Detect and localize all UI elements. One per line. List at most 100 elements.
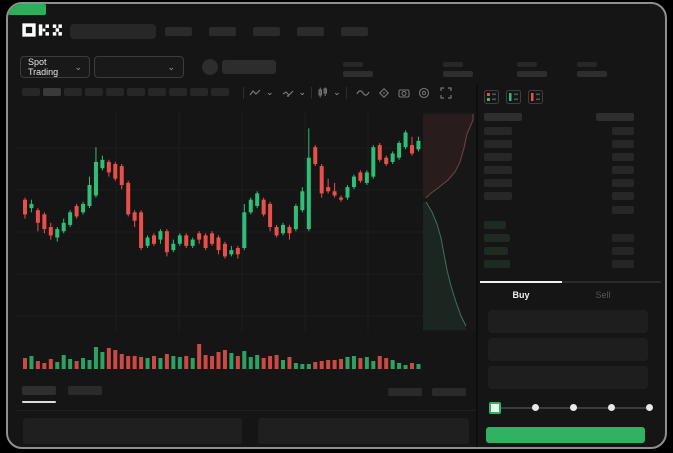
- bid-row-skeleton[interactable]: [612, 234, 634, 242]
- stat-value-skeleton: [517, 71, 547, 77]
- total-input-skeleton[interactable]: [488, 366, 648, 389]
- chart-tools: ⌄ ⌄ ⌄: [238, 86, 458, 99]
- ask-row-skeleton[interactable]: [484, 140, 512, 148]
- bottom-tab-underline: [22, 401, 56, 403]
- ask-row-skeleton[interactable]: [612, 140, 634, 148]
- timeframe-pill[interactable]: [211, 88, 229, 96]
- market-type-label: Spot Trading: [28, 57, 59, 77]
- divider: [311, 86, 313, 99]
- book-asks-only-icon[interactable]: [528, 90, 543, 104]
- orders-table-skeleton: [23, 418, 242, 444]
- search-input[interactable]: [70, 24, 156, 39]
- chevron-down-icon: ⌄: [74, 61, 82, 72]
- divider: [15, 410, 477, 411]
- ask-row-skeleton[interactable]: [484, 166, 512, 174]
- stat-value-skeleton: [443, 71, 473, 77]
- app-window: Spot Trading ⌄ ⌄ ⌄ ⌄ ⌄: [6, 2, 667, 449]
- stat-label-skeleton: [443, 62, 463, 67]
- ask-row-skeleton[interactable]: [612, 206, 634, 214]
- nav-item-skeleton[interactable]: [297, 27, 324, 36]
- timeframe-pill[interactable]: [169, 88, 187, 96]
- bottom-tab-active[interactable]: [22, 386, 56, 395]
- book-bids-only-icon[interactable]: [506, 90, 521, 104]
- slider-stops: [489, 402, 653, 414]
- order-book-view-toggles: [484, 90, 543, 104]
- orders-table-skeleton: [258, 418, 469, 444]
- slider-stop[interactable]: [489, 402, 501, 414]
- top-nav: [165, 27, 368, 36]
- camera-icon[interactable]: [398, 87, 410, 98]
- buy-cta-button[interactable]: [486, 427, 645, 443]
- nav-item-skeleton[interactable]: [209, 27, 236, 36]
- timeframe-pill[interactable]: [64, 88, 82, 96]
- clock-icon[interactable]: [418, 87, 430, 99]
- ask-row-skeleton[interactable]: [612, 166, 634, 174]
- nav-item-skeleton[interactable]: [165, 27, 192, 36]
- timeframe-pill[interactable]: [22, 88, 40, 96]
- bid-row-skeleton[interactable]: [484, 234, 510, 242]
- slider-stop[interactable]: [608, 404, 615, 411]
- indicator-line-icon[interactable]: [282, 88, 294, 98]
- tab-sell[interactable]: Sell: [595, 290, 611, 300]
- amount-slider[interactable]: [489, 401, 653, 415]
- price-chart[interactable]: [15, 112, 477, 374]
- bottom-tab[interactable]: [68, 386, 102, 395]
- coin-avatar[interactable]: [202, 59, 218, 75]
- stat-label-skeleton: [343, 62, 363, 67]
- slider-stop[interactable]: [532, 404, 539, 411]
- bid-row-skeleton[interactable]: [484, 247, 508, 255]
- nav-item-skeleton[interactable]: [253, 27, 280, 36]
- timeframe-pill[interactable]: [43, 88, 61, 96]
- bid-row-skeleton[interactable]: [484, 221, 506, 229]
- bid-row-skeleton[interactable]: [612, 260, 634, 268]
- candle-type-icon[interactable]: [317, 87, 328, 98]
- ask-row-skeleton[interactable]: [484, 192, 512, 200]
- tab-buy[interactable]: Buy: [512, 290, 530, 300]
- book-both-icon[interactable]: [484, 90, 499, 104]
- chevron-down-icon[interactable]: ⌄: [333, 87, 341, 97]
- divider: [345, 86, 347, 99]
- amount-input-skeleton[interactable]: [488, 338, 648, 361]
- stat-value-skeleton: [343, 71, 373, 77]
- nav-item-skeleton[interactable]: [341, 27, 368, 36]
- slider-stop[interactable]: [646, 404, 653, 411]
- ask-row-skeleton[interactable]: [612, 192, 634, 200]
- ask-row-skeleton[interactable]: [612, 153, 634, 161]
- expand-icon[interactable]: [440, 86, 452, 99]
- bottom-action-button[interactable]: [432, 388, 466, 396]
- bid-row-skeleton[interactable]: [612, 247, 634, 255]
- bid-row-skeleton[interactable]: [484, 260, 510, 268]
- chevron-down-icon: ⌄: [167, 61, 175, 72]
- last-price-bar[interactable]: [8, 4, 46, 15]
- ask-row-skeleton[interactable]: [484, 153, 512, 161]
- ask-row-skeleton[interactable]: [612, 179, 634, 187]
- pair-name-skeleton: [222, 60, 276, 74]
- ask-row-skeleton[interactable]: [484, 127, 512, 135]
- timeframe-pill[interactable]: [85, 88, 103, 96]
- ask-row-skeleton[interactable]: [612, 127, 634, 135]
- timeframe-pill[interactable]: [127, 88, 145, 96]
- order-book-header-skeleton[interactable]: [484, 113, 522, 121]
- ask-row-skeleton[interactable]: [484, 179, 512, 187]
- price-input-skeleton[interactable]: [488, 310, 648, 333]
- timeframe-pill[interactable]: [190, 88, 208, 96]
- chevron-down-icon[interactable]: ⌄: [266, 87, 274, 97]
- buy-tab-indicator: [480, 281, 562, 283]
- market-type-selector[interactable]: Spot Trading ⌄: [20, 56, 90, 78]
- pair-selector[interactable]: ⌄: [94, 56, 184, 78]
- line-chart-icon[interactable]: [249, 88, 261, 98]
- tag-icon[interactable]: [378, 87, 390, 99]
- slider-stop[interactable]: [570, 404, 577, 411]
- okx-logo: [22, 23, 62, 37]
- bottom-action-button[interactable]: [388, 388, 422, 396]
- timeframe-pill[interactable]: [148, 88, 166, 96]
- stat-label-skeleton: [517, 62, 537, 67]
- stat-label-skeleton: [577, 62, 597, 67]
- timeframe-pill[interactable]: [106, 88, 124, 96]
- chevron-down-icon[interactable]: ⌄: [298, 87, 307, 97]
- wave-icon[interactable]: [356, 88, 370, 98]
- order-book-header-skeleton[interactable]: [596, 113, 634, 121]
- stat-value-skeleton: [577, 71, 607, 77]
- timeframe-row: [22, 88, 229, 96]
- panel-separator: [476, 84, 478, 447]
